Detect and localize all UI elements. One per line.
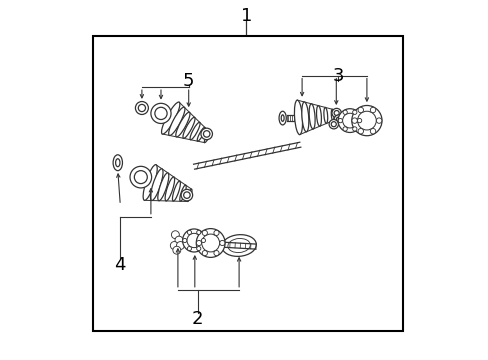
Circle shape	[201, 128, 212, 140]
Ellipse shape	[115, 159, 120, 167]
Text: 3: 3	[332, 67, 343, 85]
Circle shape	[138, 104, 145, 112]
Ellipse shape	[180, 185, 186, 201]
Circle shape	[331, 108, 341, 118]
Circle shape	[342, 127, 346, 131]
Ellipse shape	[323, 107, 327, 123]
Text: 5: 5	[183, 72, 194, 90]
Bar	[93, 36, 402, 331]
Circle shape	[203, 131, 209, 137]
Ellipse shape	[150, 169, 163, 201]
Circle shape	[369, 107, 375, 113]
Ellipse shape	[143, 165, 157, 201]
Ellipse shape	[204, 132, 210, 143]
Circle shape	[352, 110, 356, 114]
Circle shape	[333, 115, 343, 124]
Text: 2: 2	[192, 310, 203, 328]
Circle shape	[196, 247, 201, 251]
Circle shape	[351, 105, 381, 136]
Circle shape	[183, 192, 190, 198]
Circle shape	[357, 107, 363, 113]
Circle shape	[176, 242, 184, 249]
Circle shape	[196, 240, 201, 246]
Ellipse shape	[222, 235, 256, 256]
Circle shape	[183, 238, 186, 243]
Ellipse shape	[168, 107, 184, 135]
Circle shape	[357, 118, 361, 123]
Circle shape	[134, 171, 147, 184]
Ellipse shape	[316, 105, 321, 126]
Circle shape	[155, 107, 167, 120]
Circle shape	[181, 189, 192, 201]
Circle shape	[337, 109, 361, 132]
Ellipse shape	[330, 109, 333, 121]
Circle shape	[202, 251, 207, 256]
Circle shape	[219, 240, 224, 246]
Circle shape	[328, 120, 338, 129]
Ellipse shape	[294, 100, 302, 135]
Circle shape	[186, 233, 201, 248]
Circle shape	[135, 102, 148, 114]
Circle shape	[170, 242, 178, 249]
Circle shape	[175, 236, 183, 244]
Circle shape	[336, 117, 341, 122]
Ellipse shape	[175, 112, 190, 137]
Circle shape	[330, 122, 336, 127]
Circle shape	[171, 231, 179, 239]
Circle shape	[352, 127, 356, 131]
Ellipse shape	[301, 102, 308, 132]
Ellipse shape	[172, 181, 180, 201]
Ellipse shape	[197, 127, 205, 141]
Circle shape	[202, 234, 219, 252]
Circle shape	[201, 238, 205, 243]
Circle shape	[342, 110, 346, 114]
Circle shape	[187, 230, 191, 234]
Text: 1: 1	[240, 7, 251, 25]
Circle shape	[213, 230, 219, 235]
Ellipse shape	[165, 177, 174, 201]
Ellipse shape	[281, 115, 284, 121]
Circle shape	[213, 251, 219, 256]
Circle shape	[369, 129, 375, 134]
Ellipse shape	[183, 117, 195, 138]
Circle shape	[376, 118, 381, 123]
Circle shape	[130, 166, 151, 188]
Circle shape	[187, 247, 191, 251]
Circle shape	[202, 230, 207, 235]
Text: 4: 4	[114, 256, 126, 274]
Circle shape	[357, 129, 363, 134]
Ellipse shape	[227, 238, 250, 253]
Circle shape	[333, 111, 339, 116]
Circle shape	[342, 113, 357, 128]
Ellipse shape	[190, 122, 200, 140]
Ellipse shape	[308, 104, 314, 129]
Circle shape	[357, 111, 375, 130]
Ellipse shape	[187, 189, 192, 202]
Circle shape	[351, 118, 357, 123]
Ellipse shape	[161, 102, 180, 134]
Circle shape	[172, 246, 181, 254]
Ellipse shape	[158, 173, 168, 201]
Circle shape	[338, 118, 342, 123]
Ellipse shape	[279, 111, 285, 125]
Circle shape	[182, 229, 205, 252]
Circle shape	[196, 230, 201, 234]
Circle shape	[151, 103, 171, 123]
Circle shape	[196, 229, 224, 257]
Ellipse shape	[113, 155, 122, 171]
